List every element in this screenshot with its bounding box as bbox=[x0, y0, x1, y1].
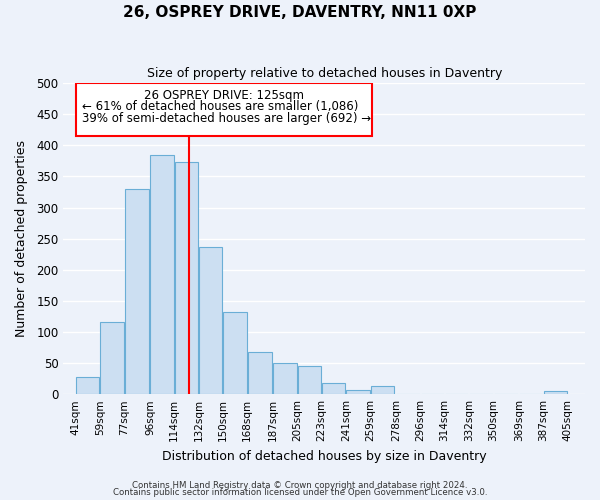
Bar bbox=[544, 391, 567, 394]
Text: Contains HM Land Registry data © Crown copyright and database right 2024.: Contains HM Land Registry data © Crown c… bbox=[132, 480, 468, 490]
Bar bbox=[151, 154, 174, 394]
Text: 26, OSPREY DRIVE, DAVENTRY, NN11 0XP: 26, OSPREY DRIVE, DAVENTRY, NN11 0XP bbox=[124, 5, 476, 20]
Text: 26 OSPREY DRIVE: 125sqm: 26 OSPREY DRIVE: 125sqm bbox=[143, 90, 304, 102]
Bar bbox=[175, 162, 198, 394]
Bar bbox=[248, 352, 272, 394]
X-axis label: Distribution of detached houses by size in Daventry: Distribution of detached houses by size … bbox=[162, 450, 487, 462]
Bar bbox=[223, 312, 247, 394]
Bar bbox=[125, 189, 149, 394]
Bar bbox=[100, 322, 124, 394]
Bar bbox=[76, 378, 100, 394]
Text: 39% of semi-detached houses are larger (692) →: 39% of semi-detached houses are larger (… bbox=[82, 112, 371, 124]
Bar bbox=[371, 386, 394, 394]
Bar bbox=[346, 390, 370, 394]
Y-axis label: Number of detached properties: Number of detached properties bbox=[15, 140, 28, 337]
Bar bbox=[274, 363, 296, 394]
Title: Size of property relative to detached houses in Daventry: Size of property relative to detached ho… bbox=[146, 68, 502, 80]
Bar bbox=[76, 83, 371, 136]
Bar bbox=[322, 383, 346, 394]
Bar bbox=[298, 366, 321, 394]
Text: ← 61% of detached houses are smaller (1,086): ← 61% of detached houses are smaller (1,… bbox=[82, 100, 359, 114]
Bar bbox=[199, 246, 223, 394]
Text: Contains public sector information licensed under the Open Government Licence v3: Contains public sector information licen… bbox=[113, 488, 487, 497]
